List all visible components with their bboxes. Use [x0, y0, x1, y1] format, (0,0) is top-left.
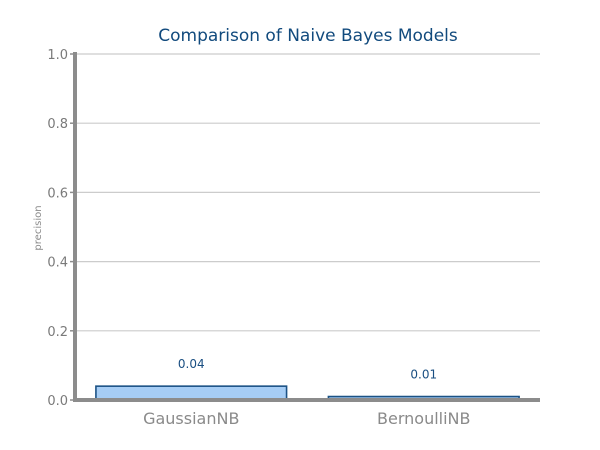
x-tick-label: BernoulliNB	[377, 409, 470, 428]
chart-title: Comparison of Naive Bayes Models	[158, 26, 458, 46]
y-tick-label: 0.6	[47, 186, 68, 201]
y-tick-labels: 0.0 0.2 0.4 0.6 0.8 1.0	[47, 48, 68, 409]
y-tick-label: 1.0	[47, 48, 68, 63]
x-tick-labels: GaussianNB BernoulliNB	[143, 409, 470, 428]
data-label: 0.01	[410, 368, 437, 382]
y-axis-label: precision	[33, 205, 44, 250]
x-tick-label: GaussianNB	[143, 409, 239, 428]
data-label: 0.04	[178, 357, 205, 371]
bar-gaussiannb	[95, 385, 288, 401]
axes	[70, 52, 540, 402]
y-tick-label: 0.2	[47, 325, 68, 340]
y-tick-label: 0.4	[47, 256, 68, 271]
data-labels: 0.04 0.01	[178, 357, 437, 381]
bars	[95, 385, 520, 401]
grid-lines	[75, 53, 540, 332]
y-tick-label: 0.8	[47, 117, 68, 132]
y-tick-label: 0.0	[47, 394, 68, 409]
